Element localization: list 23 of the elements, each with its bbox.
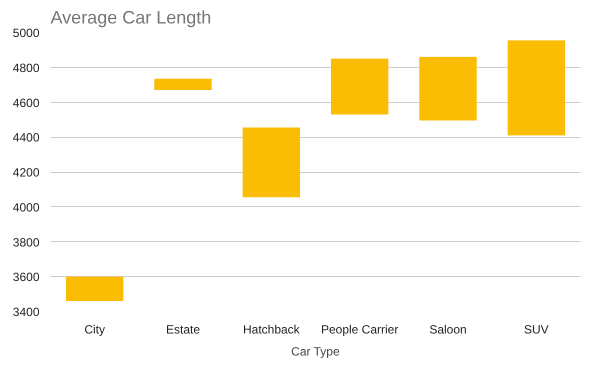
x-tick-label: Hatchback	[242, 322, 301, 336]
y-tick-label: 3400	[12, 305, 40, 319]
y-tick-label: 4800	[12, 60, 40, 75]
y-tick-label: 3600	[12, 270, 40, 284]
y-tick-label: 4400	[12, 130, 40, 145]
y-tick-label: 4600	[12, 96, 40, 110]
bar	[66, 276, 124, 302]
bar	[330, 58, 388, 114]
y-tick-label: 5000	[12, 26, 40, 40]
bar	[242, 128, 300, 198]
x-tick-label: Saloon	[429, 322, 467, 336]
bar	[508, 40, 566, 136]
x-tick-label: People Carrier	[320, 322, 398, 336]
y-tick-label: 4200	[12, 166, 40, 180]
y-tick-label: 3800	[12, 235, 40, 250]
bar	[419, 56, 477, 121]
x-axis-title: Car Type	[291, 344, 340, 358]
x-tick-label: City	[84, 322, 106, 336]
bar	[154, 78, 212, 90]
chart-title: Average Car Length	[50, 8, 212, 28]
x-tick-label: Estate	[166, 322, 200, 336]
y-tick-label: 4000	[12, 200, 40, 214]
x-tick-label: SUV	[524, 322, 549, 336]
